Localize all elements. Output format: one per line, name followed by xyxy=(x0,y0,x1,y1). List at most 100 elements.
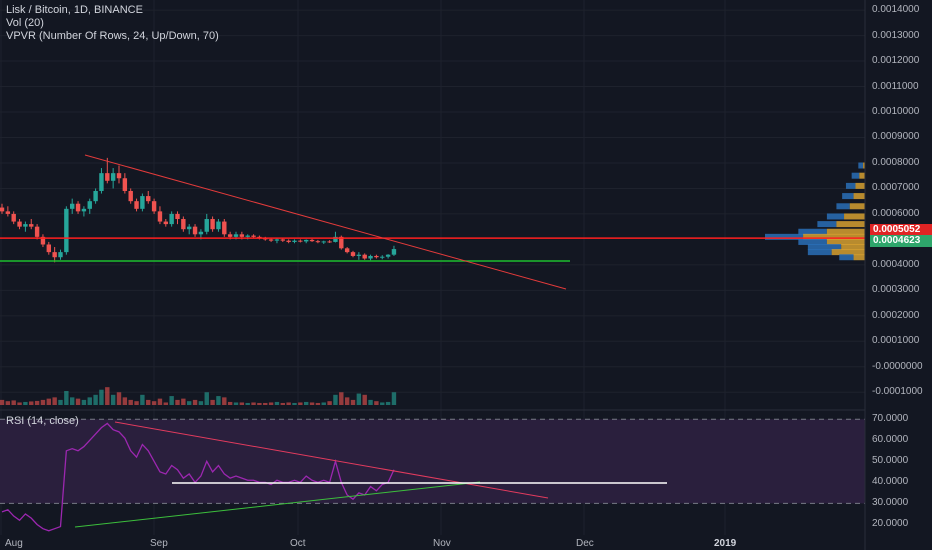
candle-body xyxy=(315,241,321,243)
candle-body xyxy=(239,234,245,237)
volume-bar xyxy=(315,402,321,405)
candle-body xyxy=(251,235,256,237)
price-axis-label: 0.0011000 xyxy=(872,80,919,92)
candle-body xyxy=(333,236,338,242)
candle-body xyxy=(5,211,11,214)
vp-row-up-7 xyxy=(798,228,827,235)
candle-body xyxy=(385,254,391,257)
volume-bar xyxy=(75,398,81,405)
price-axis-label: 0.0013000 xyxy=(872,29,920,41)
vp-row-down-4 xyxy=(849,203,865,210)
candle-body xyxy=(157,211,163,222)
time-axis-label: Aug xyxy=(5,538,23,549)
candle-body xyxy=(163,221,168,225)
volume-bar xyxy=(292,402,297,405)
volume-bar xyxy=(257,402,262,405)
candle-body xyxy=(362,254,367,259)
volume-bar xyxy=(356,393,362,405)
rsi-trendline-down xyxy=(114,421,549,499)
vp-row-up-3 xyxy=(842,193,854,200)
candle-body xyxy=(344,248,350,253)
price-axis-label: 0.0002000 xyxy=(872,309,920,321)
volume-bar xyxy=(70,397,75,405)
candle-body xyxy=(17,221,22,227)
rsi-axis-label: 50.0000 xyxy=(872,455,909,467)
rsi-axis-label: 20.0000 xyxy=(872,518,909,530)
candle-body xyxy=(181,219,186,230)
rsi-legend[interactable]: RSI (14, close) xyxy=(6,415,79,427)
volume-bar xyxy=(151,401,157,405)
candle-body xyxy=(374,255,379,258)
vp-row-up-2 xyxy=(845,182,856,189)
volume-bar xyxy=(274,401,280,405)
volume-bar xyxy=(245,402,250,405)
vpvr-legend[interactable]: VPVR (Number Of Rows, 24, Up/Down, 70) xyxy=(6,30,219,42)
price-axis-label: -0.0000000 xyxy=(872,360,923,372)
volume-bar xyxy=(263,402,268,405)
volume-bar xyxy=(327,401,332,405)
candle-body xyxy=(274,239,280,241)
vp-row-up-6 xyxy=(817,221,837,228)
candle-body xyxy=(134,201,139,209)
price-axis-label: 0.0007000 xyxy=(872,182,920,194)
volume-bar xyxy=(380,402,385,405)
candle-body xyxy=(116,173,122,179)
vp-row-down-0 xyxy=(863,162,865,169)
volume-bar xyxy=(169,396,174,405)
volume-bar xyxy=(350,399,356,405)
volume-bar xyxy=(385,401,391,405)
volume-bar xyxy=(87,397,92,405)
candle-body xyxy=(210,219,215,230)
candle-body xyxy=(175,213,180,220)
volume-bar xyxy=(93,394,98,405)
volume-bar xyxy=(105,387,110,405)
candle-body xyxy=(29,224,34,227)
candle-body xyxy=(327,241,332,243)
volume-bar xyxy=(29,401,34,405)
resistance-price-tag: 0.0005052 xyxy=(870,224,932,236)
candle-body xyxy=(151,201,157,212)
volume-bar xyxy=(298,402,303,405)
price-axis-label: 0.0006000 xyxy=(872,207,920,219)
price-axis-label: 0.0001000 xyxy=(872,335,920,347)
volume-bar xyxy=(391,392,397,405)
candle-body xyxy=(350,252,356,256)
volume-bar xyxy=(321,402,326,405)
candle-body xyxy=(298,240,303,242)
candle-body xyxy=(128,190,133,202)
volume-legend[interactable]: Vol (20) xyxy=(6,17,44,29)
rsi-axis-label: 70.0000 xyxy=(872,413,909,425)
vp-row-down-1 xyxy=(859,172,865,179)
candle-body xyxy=(11,213,16,222)
vp-row-down-9 xyxy=(826,238,865,245)
volume-bar xyxy=(11,400,16,405)
volume-bar xyxy=(128,399,133,405)
rsi-axis-label: 60.0000 xyxy=(872,434,909,446)
candle-body xyxy=(140,196,145,209)
vp-row-up-11 xyxy=(807,249,832,256)
vp-row-up-4 xyxy=(836,203,850,210)
symbol-legend[interactable]: Lisk / Bitcoin, 1D, BINANCE xyxy=(6,4,143,16)
volume-bar xyxy=(122,397,128,405)
vp-row-down-12 xyxy=(853,254,865,261)
volume-bar xyxy=(374,401,379,405)
vp-row-down-8 xyxy=(803,233,865,240)
price-axis-label: 0.0014000 xyxy=(872,4,920,16)
volume-bar xyxy=(17,402,22,405)
rsi-axis-label: 30.0000 xyxy=(872,497,909,509)
candle-body xyxy=(64,208,69,253)
time-axis-label: Dec xyxy=(576,538,594,549)
candle-body xyxy=(0,207,5,212)
candle-body xyxy=(292,240,297,242)
candle-body xyxy=(321,241,326,243)
candle-body xyxy=(391,249,397,255)
drawings[interactable] xyxy=(0,154,865,290)
volume-bar xyxy=(99,389,104,405)
candle-body xyxy=(105,173,110,181)
volume-bar xyxy=(34,400,40,405)
volume-bar xyxy=(110,394,116,405)
price-axis-label: 0.0009000 xyxy=(872,131,920,143)
vp-row-up-12 xyxy=(839,254,854,261)
candles[interactable] xyxy=(0,157,397,263)
